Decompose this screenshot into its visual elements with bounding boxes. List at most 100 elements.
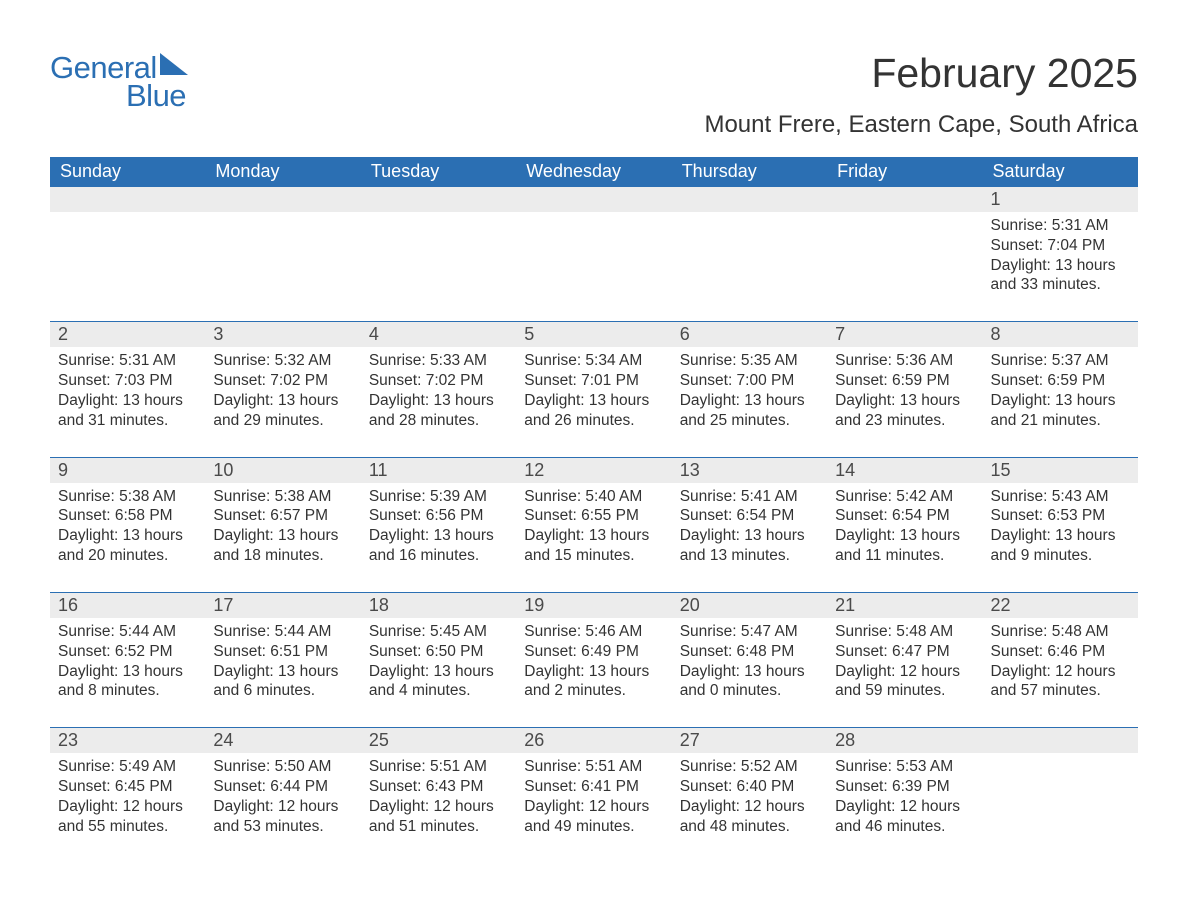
day-number-cell: 20: [672, 592, 827, 618]
daylight-text: Daylight: 13 hours and 20 minutes.: [58, 526, 197, 566]
day-content-cell: Sunrise: 5:43 AMSunset: 6:53 PMDaylight:…: [983, 483, 1138, 593]
sunrise-text: Sunrise: 5:41 AM: [680, 487, 819, 507]
sunrise-text: Sunrise: 5:47 AM: [680, 622, 819, 642]
day-content-cell: [983, 753, 1138, 862]
day-content-cell: [205, 212, 360, 322]
day-number: 19: [524, 595, 544, 615]
day-content-cell: Sunrise: 5:34 AMSunset: 7:01 PMDaylight:…: [516, 347, 671, 457]
day-content-cell: Sunrise: 5:44 AMSunset: 6:52 PMDaylight:…: [50, 618, 205, 728]
day-number-cell: 27: [672, 728, 827, 754]
day-number: 14: [835, 460, 855, 480]
day-number-cell: 2: [50, 322, 205, 348]
sunrise-text: Sunrise: 5:44 AM: [213, 622, 352, 642]
day-number-cell: 26: [516, 728, 671, 754]
sunrise-text: Sunrise: 5:52 AM: [680, 757, 819, 777]
day-number-cell: [516, 187, 671, 212]
daylight-text: Daylight: 13 hours and 9 minutes.: [991, 526, 1130, 566]
sunrise-text: Sunrise: 5:33 AM: [369, 351, 508, 371]
day-number: 10: [213, 460, 233, 480]
week-daynum-row: 2345678: [50, 322, 1138, 348]
dayhead-sunday: Sunday: [50, 157, 205, 187]
sunrise-text: Sunrise: 5:40 AM: [524, 487, 663, 507]
day-number: 16: [58, 595, 78, 615]
day-content-cell: Sunrise: 5:52 AMSunset: 6:40 PMDaylight:…: [672, 753, 827, 862]
sunrise-text: Sunrise: 5:39 AM: [369, 487, 508, 507]
day-number-cell: 9: [50, 457, 205, 483]
day-number: 3: [213, 324, 223, 344]
sunrise-text: Sunrise: 5:34 AM: [524, 351, 663, 371]
sunset-text: Sunset: 6:44 PM: [213, 777, 352, 797]
day-number-cell: [50, 187, 205, 212]
sunset-text: Sunset: 6:59 PM: [991, 371, 1130, 391]
day-number: 27: [680, 730, 700, 750]
day-number: 4: [369, 324, 379, 344]
day-number: 21: [835, 595, 855, 615]
day-number-cell: [827, 187, 982, 212]
sunset-text: Sunset: 6:45 PM: [58, 777, 197, 797]
sunrise-text: Sunrise: 5:45 AM: [369, 622, 508, 642]
day-number-cell: 5: [516, 322, 671, 348]
sunset-text: Sunset: 6:55 PM: [524, 506, 663, 526]
day-content-cell: [50, 212, 205, 322]
sunrise-text: Sunrise: 5:35 AM: [680, 351, 819, 371]
sunset-text: Sunset: 6:43 PM: [369, 777, 508, 797]
sunrise-text: Sunrise: 5:49 AM: [58, 757, 197, 777]
day-number: 22: [991, 595, 1011, 615]
sunset-text: Sunset: 6:52 PM: [58, 642, 197, 662]
daylight-text: Daylight: 12 hours and 49 minutes.: [524, 797, 663, 837]
sunrise-text: Sunrise: 5:42 AM: [835, 487, 974, 507]
day-number: 8: [991, 324, 1001, 344]
daylight-text: Daylight: 12 hours and 51 minutes.: [369, 797, 508, 837]
daylight-text: Daylight: 12 hours and 53 minutes.: [213, 797, 352, 837]
dayhead-saturday: Saturday: [983, 157, 1138, 187]
day-number-cell: 18: [361, 592, 516, 618]
sunrise-text: Sunrise: 5:43 AM: [991, 487, 1130, 507]
sunset-text: Sunset: 6:57 PM: [213, 506, 352, 526]
sunrise-text: Sunrise: 5:31 AM: [991, 216, 1130, 236]
title-block: February 2025 Mount Frere, Eastern Cape,…: [704, 50, 1138, 139]
day-content-cell: [827, 212, 982, 322]
sunrise-text: Sunrise: 5:31 AM: [58, 351, 197, 371]
sunset-text: Sunset: 6:53 PM: [991, 506, 1130, 526]
location-subtitle: Mount Frere, Eastern Cape, South Africa: [704, 111, 1138, 139]
sunrise-text: Sunrise: 5:36 AM: [835, 351, 974, 371]
day-number: 20: [680, 595, 700, 615]
page-header: General Blue February 2025 Mount Frere, …: [50, 50, 1138, 139]
daylight-text: Daylight: 13 hours and 26 minutes.: [524, 391, 663, 431]
day-number: 11: [369, 460, 388, 480]
sunrise-text: Sunrise: 5:50 AM: [213, 757, 352, 777]
day-number: 12: [524, 460, 544, 480]
day-number-cell: 13: [672, 457, 827, 483]
daylight-text: Daylight: 13 hours and 11 minutes.: [835, 526, 974, 566]
sunrise-text: Sunrise: 5:37 AM: [991, 351, 1130, 371]
day-content-cell: Sunrise: 5:46 AMSunset: 6:49 PMDaylight:…: [516, 618, 671, 728]
sunrise-text: Sunrise: 5:46 AM: [524, 622, 663, 642]
day-number-cell: 24: [205, 728, 360, 754]
day-content-cell: Sunrise: 5:49 AMSunset: 6:45 PMDaylight:…: [50, 753, 205, 862]
day-content-cell: Sunrise: 5:48 AMSunset: 6:47 PMDaylight:…: [827, 618, 982, 728]
day-number: 15: [991, 460, 1011, 480]
day-number-cell: 25: [361, 728, 516, 754]
day-content-cell: [672, 212, 827, 322]
daylight-text: Daylight: 13 hours and 18 minutes.: [213, 526, 352, 566]
week-content-row: Sunrise: 5:49 AMSunset: 6:45 PMDaylight:…: [50, 753, 1138, 862]
day-number-cell: [361, 187, 516, 212]
day-number: 18: [369, 595, 389, 615]
day-number: 6: [680, 324, 690, 344]
dayhead-monday: Monday: [205, 157, 360, 187]
day-content-cell: Sunrise: 5:51 AMSunset: 6:43 PMDaylight:…: [361, 753, 516, 862]
day-content-cell: Sunrise: 5:31 AMSunset: 7:03 PMDaylight:…: [50, 347, 205, 457]
daylight-text: Daylight: 13 hours and 15 minutes.: [524, 526, 663, 566]
day-number-cell: 23: [50, 728, 205, 754]
week-content-row: Sunrise: 5:38 AMSunset: 6:58 PMDaylight:…: [50, 483, 1138, 593]
logo-sail-icon: [160, 53, 188, 75]
week-content-row: Sunrise: 5:31 AMSunset: 7:03 PMDaylight:…: [50, 347, 1138, 457]
sunset-text: Sunset: 6:49 PM: [524, 642, 663, 662]
sunset-text: Sunset: 7:02 PM: [213, 371, 352, 391]
day-number: 17: [213, 595, 233, 615]
sunset-text: Sunset: 6:40 PM: [680, 777, 819, 797]
daylight-text: Daylight: 12 hours and 59 minutes.: [835, 662, 974, 702]
sunset-text: Sunset: 6:58 PM: [58, 506, 197, 526]
day-content-cell: Sunrise: 5:51 AMSunset: 6:41 PMDaylight:…: [516, 753, 671, 862]
daylight-text: Daylight: 12 hours and 55 minutes.: [58, 797, 197, 837]
